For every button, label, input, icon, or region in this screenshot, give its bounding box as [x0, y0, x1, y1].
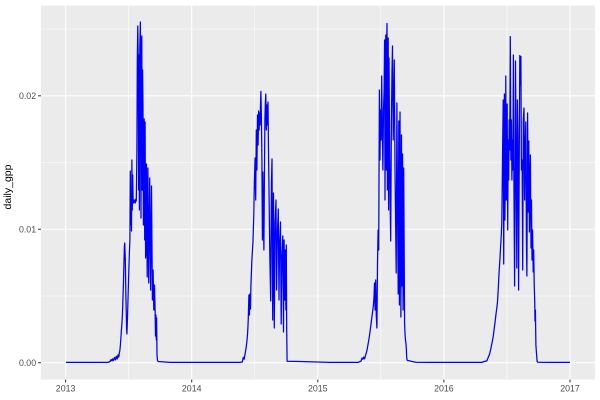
svg-text:0.02: 0.02 [19, 91, 36, 101]
svg-text:2014: 2014 [182, 384, 202, 394]
svg-text:0.00: 0.00 [19, 358, 36, 368]
svg-text:2016: 2016 [434, 384, 454, 394]
svg-text:2013: 2013 [56, 384, 76, 394]
svg-text:2017: 2017 [560, 384, 580, 394]
svg-text:daily_gpp: daily_gpp [2, 164, 14, 209]
svg-text:2015: 2015 [308, 384, 328, 394]
svg-text:0.01: 0.01 [19, 224, 36, 234]
